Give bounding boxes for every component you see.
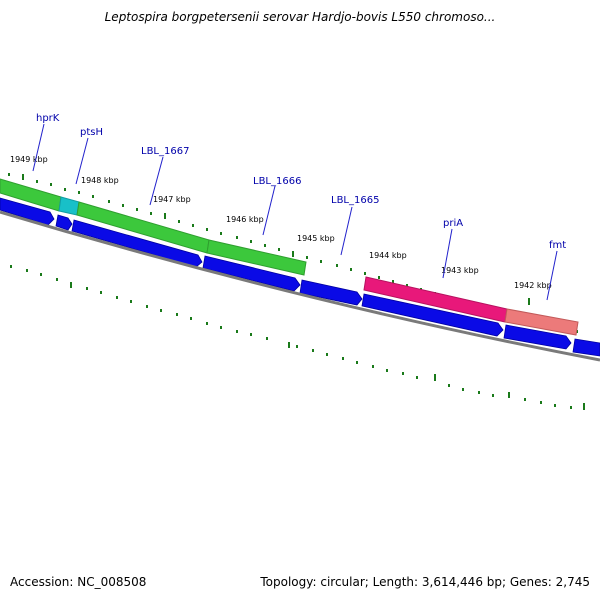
gene-label-priA: priA [443,218,463,229]
cds-arrow-track[interactable] [0,197,600,357]
kbp-label: 1946 kbp [226,215,264,224]
gene-label-LBL_1665: LBL_1665 [331,195,379,206]
cds-arrow[interactable] [0,197,55,226]
gene-label-hprK: hprK [36,113,60,124]
backbone-line [0,210,600,362]
kbp-label: 1944 kbp [369,251,407,260]
gene-LBL_1666[interactable] [206,239,307,276]
kbp-label: 1948 kbp [81,176,119,185]
gene-label-LBL_1667: LBL_1667 [141,146,189,157]
gene-label-ptsH: ptsH [80,127,103,138]
inner-tick-track [10,265,585,410]
gene-label-leaders [32,123,558,301]
kbp-labels: 1949 kbp 1948 kbp 1947 kbp 1946 kbp 1945… [10,155,552,290]
kbp-label: 1947 kbp [153,195,191,204]
kbp-label: 1943 kbp [441,266,479,275]
map-title: Leptospira borgpetersenii serovar Hardjo… [104,10,496,24]
gene-label-fmt: fmt [549,240,566,251]
kbp-label: 1949 kbp [10,155,48,164]
gene-label-LBL_1666: LBL_1666 [253,176,301,187]
gene-fmt[interactable] [504,308,579,336]
kbp-label: 1945 kbp [297,234,335,243]
kbp-label: 1942 kbp [514,281,552,290]
genome-stats-label: Topology: circular; Length: 3,614,446 bp… [260,575,590,589]
gene-ptsH[interactable] [58,196,80,216]
accession-label: Accession: NC_008508 [10,575,147,589]
gene-feature-track[interactable] [0,178,579,336]
gene-labels: hprK ptsH LBL_1667 LBL_1666 LBL_1665 pri… [36,113,566,251]
